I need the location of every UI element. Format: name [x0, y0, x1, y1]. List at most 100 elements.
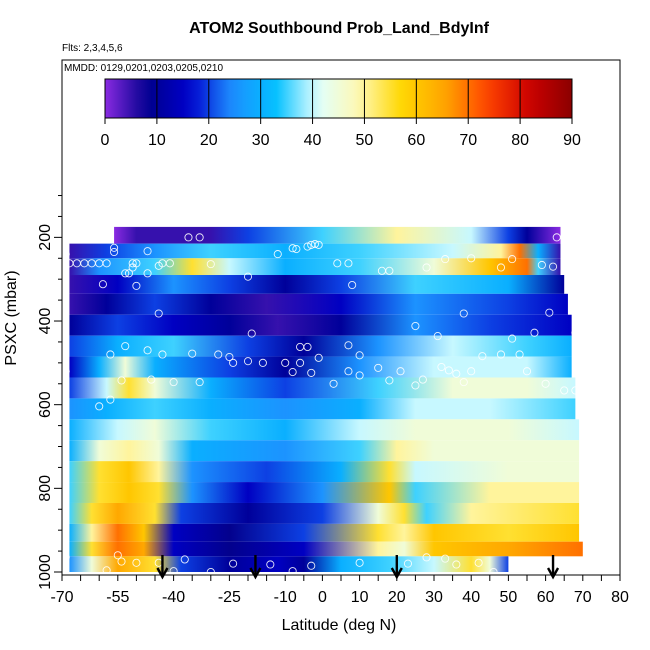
heatmap-row	[69, 398, 576, 420]
latitude-arrow	[249, 555, 262, 580]
x-tick-label: 30	[425, 589, 443, 606]
heatmap-row	[69, 541, 583, 557]
data-point	[102, 259, 111, 268]
data-point	[333, 259, 342, 268]
data-point	[102, 233, 111, 242]
latitude-arrow	[156, 555, 169, 580]
data-point	[560, 233, 569, 242]
data-point	[467, 254, 476, 263]
heatmap-row	[69, 356, 572, 378]
data-point	[225, 352, 234, 362]
data-point	[530, 328, 539, 337]
x-axis: -70 -55 -40 -25 -10 0 10 20 30 40 50 60 70 80	[50, 575, 629, 606]
data-point	[422, 263, 431, 272]
data-point	[158, 350, 167, 359]
heatmap-row	[69, 482, 580, 503]
data-point	[496, 263, 506, 272]
data-point	[537, 260, 546, 270]
data-point	[266, 560, 275, 569]
data-point	[478, 352, 487, 361]
data-point	[229, 358, 238, 367]
data-point	[273, 250, 282, 259]
data-point	[258, 358, 267, 367]
heatmap-row	[69, 377, 576, 399]
data-point	[154, 261, 163, 270]
data-point	[214, 350, 223, 359]
flights-subtitle: Flts: 2,3,4,5,6	[62, 43, 123, 54]
heatmap-row	[69, 502, 580, 524]
data-point	[243, 357, 253, 366]
colorbar-tick-label: 60	[407, 132, 425, 149]
data-point	[54, 362, 63, 372]
data-point	[128, 263, 137, 272]
data-point	[355, 371, 364, 380]
colorbar-tick-label: 40	[304, 132, 322, 149]
data-point	[545, 308, 554, 317]
data-point	[441, 255, 450, 264]
data-point	[143, 346, 152, 355]
data-point	[411, 321, 420, 331]
data-point	[143, 269, 152, 278]
data-point	[303, 242, 312, 251]
x-tick-label: -10	[274, 589, 297, 606]
data-point	[296, 358, 305, 367]
data-point	[229, 559, 238, 568]
data-point	[247, 329, 256, 338]
colorbar-tick-label: 10	[148, 132, 166, 149]
data-point	[61, 250, 70, 259]
data-point	[117, 376, 126, 385]
y-tick-label: 1000	[37, 554, 54, 590]
data-point	[437, 362, 446, 372]
data-point	[489, 567, 498, 577]
data-point	[459, 378, 468, 387]
colorbar-tick-label: 90	[563, 132, 581, 149]
y-tick-label: 800	[37, 475, 54, 502]
data-point	[385, 266, 394, 275]
data-point	[121, 342, 130, 351]
data-point	[98, 280, 107, 289]
data-point	[344, 341, 353, 350]
data-point	[95, 402, 104, 411]
data-point	[243, 272, 253, 281]
data-point	[288, 368, 297, 377]
arrow-markers	[156, 555, 560, 580]
data-point	[355, 351, 364, 360]
x-axis-label: Latitude (deg N)	[282, 617, 397, 634]
data-point	[314, 353, 323, 362]
heatmap-row	[69, 523, 580, 542]
data-point	[441, 554, 450, 563]
data-point	[106, 395, 115, 404]
y-axis-label: PSXC (mbar)	[3, 270, 20, 365]
x-tick-label: 10	[351, 589, 369, 606]
y-tick-label: 600	[37, 391, 54, 418]
data-points	[54, 233, 580, 577]
data-point	[548, 262, 558, 271]
heatmap-row	[69, 275, 565, 294]
data-point	[281, 358, 290, 367]
data-point	[188, 349, 197, 358]
heatmap-row	[69, 335, 572, 357]
data-point	[132, 558, 141, 567]
data-point	[418, 375, 427, 384]
data-point	[411, 381, 420, 390]
data-point	[206, 260, 215, 269]
data-point	[121, 269, 130, 278]
data-point	[355, 558, 364, 567]
data-point	[95, 233, 104, 242]
heatmap-row	[69, 293, 568, 315]
x-tick-label: 80	[611, 589, 629, 606]
data-point	[560, 386, 569, 395]
data-point	[444, 366, 453, 375]
data-point	[433, 332, 442, 341]
data-point	[307, 561, 316, 570]
data-point	[110, 247, 119, 257]
heatmap-row	[69, 243, 561, 259]
data-point	[422, 553, 431, 562]
data-point	[314, 240, 323, 249]
data-point	[396, 367, 405, 376]
data-point	[508, 255, 517, 264]
data-point	[571, 328, 580, 337]
colorbar-gradient	[104, 78, 573, 119]
x-tick-label: 40	[462, 589, 480, 606]
data-point	[403, 559, 413, 568]
